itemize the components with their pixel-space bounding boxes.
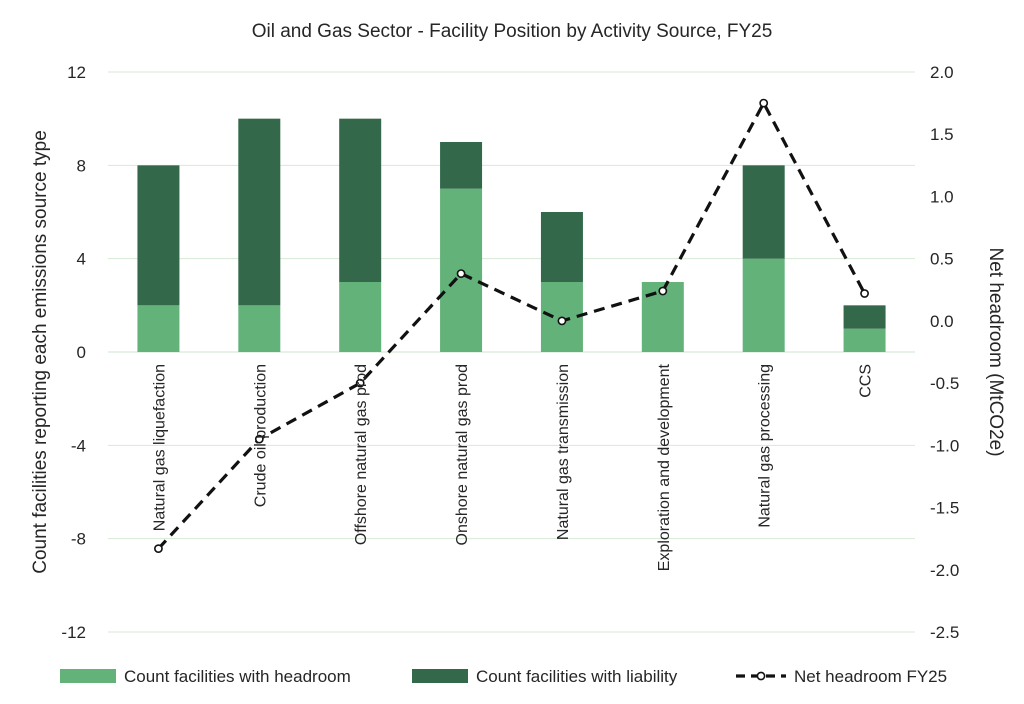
category-labels: Natural gas liquefaction Crude oil produc… — [151, 363, 874, 571]
net-headroom-point — [254, 434, 264, 444]
line-group — [154, 98, 869, 554]
bars-group — [137, 118, 886, 352]
chart-title: Oil and Gas Sector - Facility Position b… — [252, 21, 773, 42]
right-tick-label: 1.0 — [930, 187, 954, 206]
left-tick-label: -4 — [71, 436, 86, 455]
bar-liability — [137, 165, 180, 306]
net-headroom-line — [157, 99, 866, 550]
bar-headroom — [843, 328, 886, 352]
category-label: Natural gas processing — [757, 364, 774, 528]
right-tick-label: -0.5 — [930, 374, 959, 393]
left-tick-label: -12 — [61, 623, 86, 642]
left-tick-label: 4 — [77, 250, 86, 269]
category-label: Crude oil production — [252, 364, 269, 507]
left-tick-label: 12 — [67, 63, 86, 82]
legend-swatch — [60, 669, 116, 683]
net-headroom-point — [154, 544, 163, 554]
bar-headroom — [742, 258, 785, 352]
right-tick-label: 1.5 — [930, 125, 954, 144]
category-label: Onshore natural gas prod — [454, 364, 471, 545]
net-headroom-point — [456, 269, 466, 278]
right-tick-label: 0.0 — [930, 312, 954, 331]
category-label: Offshore natural gas prod — [353, 364, 370, 545]
legend-label: Count facilities with headroom — [124, 667, 351, 686]
bar-liability — [540, 212, 583, 282]
right-tick-label: -2.0 — [930, 561, 959, 580]
gridlines — [108, 71, 915, 633]
bar-liability — [843, 305, 886, 329]
category-label: Exploration and development — [656, 363, 673, 571]
bar-liability — [440, 142, 483, 189]
left-tick-label: 0 — [77, 343, 86, 362]
net-headroom-point — [860, 289, 869, 298]
bar-liability — [238, 118, 281, 306]
right-tick-label: -1.5 — [930, 499, 959, 518]
left-axis-ticks: 12 8 4 0 -4 -8 -12 — [61, 63, 86, 642]
legend-swatch — [412, 669, 468, 683]
legend: Count facilities with headroom Count faci… — [60, 667, 947, 686]
category-label: CCS — [858, 364, 875, 398]
bar-liability — [339, 118, 382, 283]
right-axis-ticks: 2.0 1.5 1.0 0.5 0.0 -0.5 -1.0 -1.5 -2.0 -2.5 — [930, 63, 959, 642]
category-label: Natural gas liquefaction — [151, 364, 168, 531]
category-label: Natural gas transmission — [555, 364, 572, 540]
legend-label: Net headroom FY25 — [794, 667, 947, 686]
bar-headroom — [339, 282, 382, 352]
right-tick-label: -2.5 — [930, 623, 959, 642]
bar-headroom — [137, 305, 180, 352]
net-headroom-point — [658, 286, 668, 296]
right-axis-title: Net headroom (MtCO2e) — [985, 247, 1006, 456]
left-axis-title: Count facilities reporting each emission… — [30, 130, 51, 574]
right-tick-label: 2.0 — [930, 63, 954, 82]
net-headroom-point — [557, 316, 567, 326]
left-tick-label: -8 — [71, 530, 86, 549]
bar-liability — [742, 165, 785, 259]
net-headroom-point — [355, 378, 365, 388]
legend-label: Count facilities with liability — [476, 667, 678, 686]
bar-headroom — [238, 305, 281, 352]
right-tick-label: 0.5 — [930, 250, 954, 269]
right-tick-label: -1.0 — [930, 436, 959, 455]
legend-marker — [756, 671, 766, 681]
left-tick-label: 8 — [77, 156, 86, 175]
net-headroom-point — [759, 98, 769, 108]
